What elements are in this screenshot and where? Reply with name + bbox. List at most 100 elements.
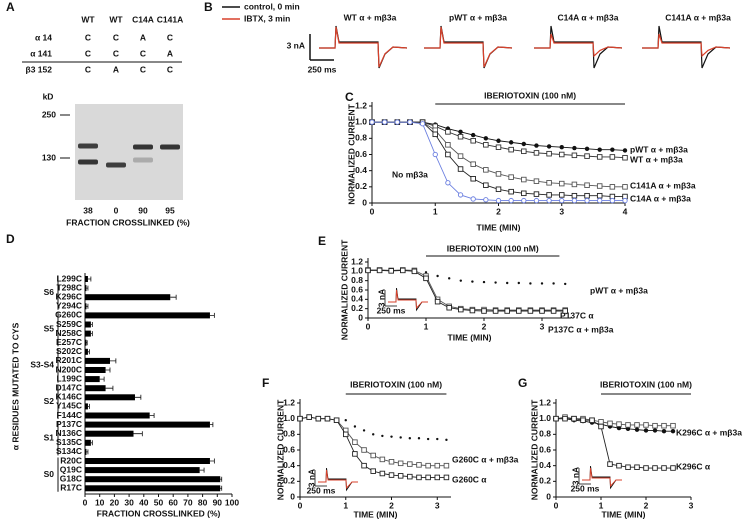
marker — [379, 470, 386, 477]
marker — [471, 132, 476, 138]
x-tick-label: 70 — [183, 497, 193, 507]
bar — [85, 357, 110, 364]
marker — [559, 180, 565, 187]
marker — [584, 197, 590, 204]
marker — [469, 307, 476, 314]
y-tick-label: 1.2 — [539, 397, 551, 407]
marker — [596, 192, 603, 199]
y-tick-label: R20C — [60, 455, 82, 465]
bar — [85, 367, 106, 373]
marker — [425, 462, 431, 469]
y-tick-label: Y145C — [56, 401, 82, 411]
x-tick-label: 0 — [370, 206, 375, 216]
marker — [597, 147, 602, 152]
marker — [445, 142, 451, 148]
y-tick-label: N200C — [56, 364, 82, 374]
trace-title: WT α + mβ3a — [344, 12, 397, 22]
error-bar — [220, 476, 223, 482]
error-bar — [149, 413, 155, 418]
error-bar — [87, 349, 90, 355]
x-tick-label: 4 — [623, 206, 628, 216]
error-bar — [199, 467, 205, 473]
marker — [634, 427, 640, 432]
x-tick-label: 2 — [644, 500, 649, 510]
marker — [407, 119, 413, 125]
group-label: S1 — [44, 433, 55, 443]
bar — [85, 439, 91, 446]
marker — [598, 419, 604, 425]
inset-trace — [318, 469, 358, 490]
cell: C — [85, 48, 91, 58]
marker — [521, 148, 527, 155]
gel-band — [78, 143, 98, 149]
panel-label: E — [318, 234, 326, 248]
marker — [483, 136, 489, 141]
y-tick-label: 0.6 — [539, 444, 551, 454]
scale-label: 3 nA — [287, 40, 305, 50]
y-tick-label: Q19C — [60, 464, 82, 474]
marker — [527, 308, 534, 314]
x-tick-label: 100 — [225, 497, 239, 507]
marker — [597, 197, 603, 204]
bar — [85, 376, 100, 383]
marker — [315, 415, 322, 422]
bar — [85, 394, 135, 401]
inset-label: 3 nA — [570, 467, 580, 485]
x-axis-label: TIME (MIN) — [602, 509, 646, 519]
legend-label: IBTX, 3 min — [244, 13, 290, 23]
x-tick-label: 90 — [213, 497, 223, 507]
series-line — [299, 416, 447, 467]
cell: C — [167, 32, 173, 42]
marker — [445, 438, 448, 442]
bar — [85, 294, 171, 301]
marker — [369, 119, 375, 125]
y-tick-label: K146C — [56, 392, 82, 402]
y-tick-label: G18C — [60, 473, 82, 483]
bar — [85, 485, 221, 492]
gel-band — [133, 144, 153, 150]
error-bar — [86, 303, 89, 309]
x-tick-label: 3 — [540, 321, 545, 331]
column-header: C14A — [132, 14, 154, 24]
marker — [297, 415, 303, 422]
marker — [661, 465, 667, 471]
marker — [634, 464, 640, 470]
error-bar — [86, 449, 89, 455]
y-tick-label: N136C — [56, 428, 82, 438]
marker — [352, 451, 358, 457]
marker — [495, 144, 502, 150]
column-header: WT — [81, 14, 95, 24]
y-tick-label: 1.2 — [351, 256, 363, 266]
marker — [559, 151, 565, 158]
marker — [508, 197, 514, 204]
marker — [670, 429, 676, 434]
panel-label: D — [6, 232, 15, 246]
group-label: S3-S4 — [30, 360, 54, 370]
marker — [521, 197, 527, 204]
error-bar — [133, 431, 143, 437]
error-bar — [134, 394, 142, 400]
inset-label: 3 nA — [306, 469, 316, 487]
marker — [445, 151, 451, 158]
series-label: pWT α + mβ3a — [590, 285, 648, 295]
marker — [362, 429, 366, 432]
marker — [495, 186, 502, 193]
fraction-value: 95 — [165, 205, 175, 215]
marker — [546, 180, 552, 186]
y-tick-label: R201C — [56, 355, 82, 365]
cell: C — [113, 48, 119, 58]
x-tick-label: 2 — [496, 206, 501, 216]
marker — [516, 308, 522, 314]
row-label: β3 152 — [26, 64, 53, 74]
y-axis-label: α RESIDUES MUTATED TO CYS — [10, 322, 20, 450]
gel-band — [106, 162, 126, 168]
marker — [434, 474, 441, 481]
marker — [306, 414, 312, 420]
marker — [546, 144, 552, 149]
marker — [436, 274, 439, 278]
y-tick-label: 0 — [362, 197, 367, 207]
scale-label: 250 ms — [308, 64, 337, 74]
cell: C — [140, 64, 146, 74]
marker — [529, 282, 532, 285]
